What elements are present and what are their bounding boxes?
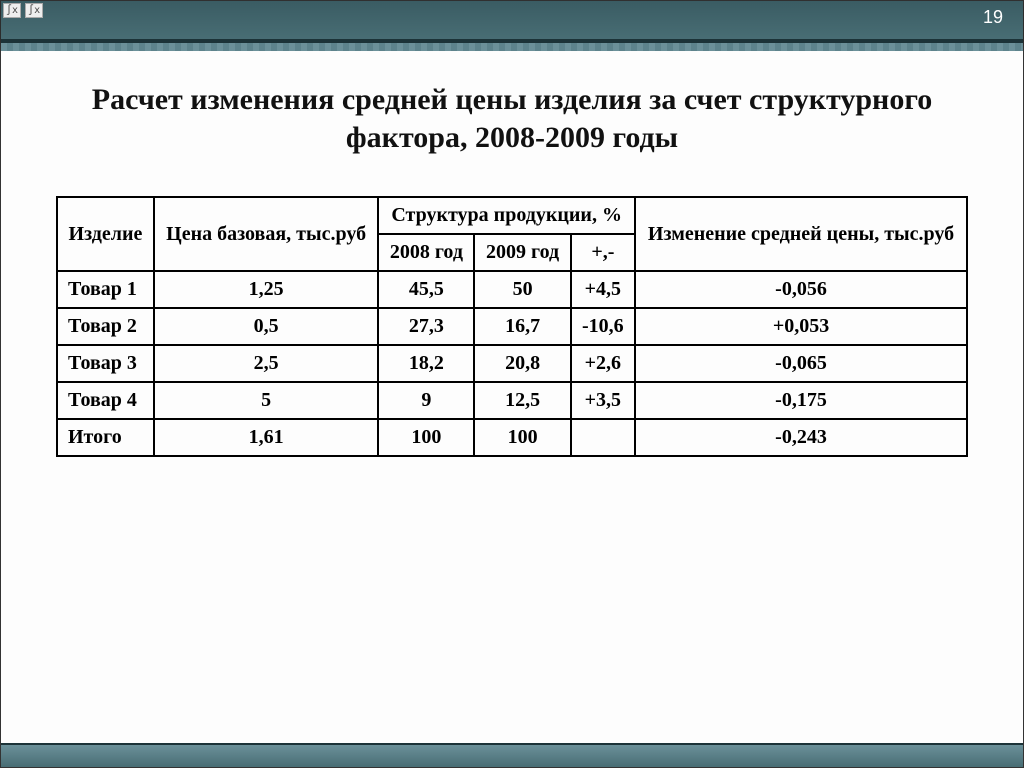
- cell-2009: 20,8: [474, 345, 570, 382]
- slide: ∫x ∫x 19 Расчет изменения средней цены и…: [0, 0, 1024, 768]
- col-product: Изделие: [57, 197, 154, 271]
- cell-2009: 100: [474, 419, 570, 456]
- slide-title: Расчет изменения средней цены изделия за…: [61, 81, 963, 156]
- cell-2008: 9: [378, 382, 474, 419]
- col-2009: 2009 год: [474, 234, 570, 271]
- cell-product: Товар 3: [57, 345, 154, 382]
- cell-base-price: 1,61: [154, 419, 378, 456]
- cell-2008: 27,3: [378, 308, 474, 345]
- cell-2009: 50: [474, 271, 570, 308]
- table-row: Товар 1 1,25 45,5 50 +4,5 -0,056: [57, 271, 967, 308]
- cell-2009: 12,5: [474, 382, 570, 419]
- data-table-wrap: Изделие Цена базовая, тыс.руб Структура …: [56, 196, 968, 457]
- cell-change: -0,065: [635, 345, 967, 382]
- math-icon: ∫x: [3, 3, 21, 18]
- cell-2009: 16,7: [474, 308, 570, 345]
- page-number: 19: [983, 7, 1003, 28]
- cell-base-price: 0,5: [154, 308, 378, 345]
- cell-change: -0,056: [635, 271, 967, 308]
- table-row: Товар 4 5 9 12,5 +3,5 -0,175: [57, 382, 967, 419]
- col-2008: 2008 год: [378, 234, 474, 271]
- cell-product: Товар 1: [57, 271, 154, 308]
- cell-2008: 100: [378, 419, 474, 456]
- cell-2008: 18,2: [378, 345, 474, 382]
- table-row: Товар 2 0,5 27,3 16,7 -10,6 +0,053: [57, 308, 967, 345]
- cell-2008: 45,5: [378, 271, 474, 308]
- col-price-change: Изменение средней цены, тыс.руб: [635, 197, 967, 271]
- cell-change: +0,053: [635, 308, 967, 345]
- cell-change: -0,243: [635, 419, 967, 456]
- cell-change: -0,175: [635, 382, 967, 419]
- data-table: Изделие Цена базовая, тыс.руб Структура …: [56, 196, 968, 457]
- corner-icons: ∫x ∫x: [3, 3, 43, 18]
- cell-delta: -10,6: [571, 308, 635, 345]
- cell-base-price: 5: [154, 382, 378, 419]
- cell-product: Итого: [57, 419, 154, 456]
- col-delta: +,-: [571, 234, 635, 271]
- cell-delta: +4,5: [571, 271, 635, 308]
- accent-bar: [1, 43, 1023, 51]
- cell-product: Товар 2: [57, 308, 154, 345]
- cell-base-price: 1,25: [154, 271, 378, 308]
- table-total-row: Итого 1,61 100 100 -0,243: [57, 419, 967, 456]
- cell-delta: +3,5: [571, 382, 635, 419]
- footer-bar: [1, 743, 1023, 767]
- cell-delta: +2,6: [571, 345, 635, 382]
- math-icon: ∫x: [25, 3, 43, 18]
- header-bar: 19: [1, 1, 1023, 43]
- col-base-price: Цена базовая, тыс.руб: [154, 197, 378, 271]
- cell-delta: [571, 419, 635, 456]
- table-row: Товар 3 2,5 18,2 20,8 +2,6 -0,065: [57, 345, 967, 382]
- cell-product: Товар 4: [57, 382, 154, 419]
- col-structure: Структура продукции, %: [378, 197, 635, 234]
- cell-base-price: 2,5: [154, 345, 378, 382]
